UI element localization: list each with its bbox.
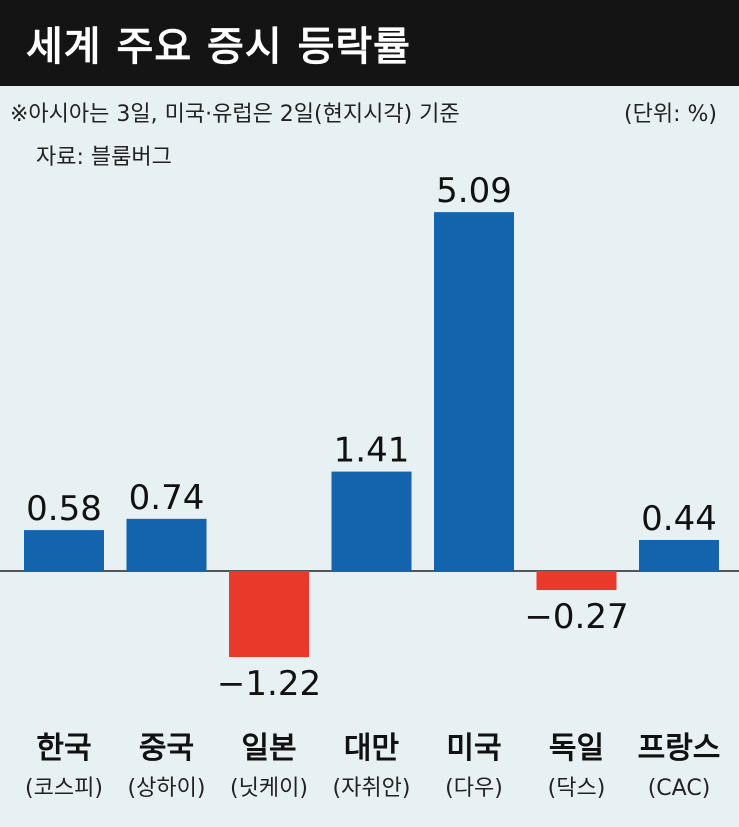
value-label-4: 5.09 (436, 171, 512, 211)
bar-0 (24, 530, 104, 571)
bar-4 (434, 212, 514, 571)
title-bar: 세계 주요 증시 등락률 (0, 0, 739, 86)
value-label-1: 0.74 (129, 478, 205, 518)
category-sublabel-6: (CAC) (648, 776, 711, 801)
value-label-5: −0.27 (524, 597, 628, 637)
category-sublabel-2: (닛케이) (230, 776, 308, 801)
source-label: 자료: 블룸버그 (36, 145, 172, 170)
category-label-4: 미국 (446, 731, 501, 766)
bar-6 (639, 539, 719, 571)
bar-1 (126, 518, 207, 571)
category-label-1: 중국 (139, 731, 194, 766)
category-label-0: 한국 (36, 731, 91, 766)
chart-title: 세계 주요 증시 등락률 (26, 24, 411, 70)
category-sublabel-3: (자취안) (333, 776, 411, 801)
chart-note: ※아시아는 3일, 미국·유럽은 2일(현지시각) 기준 (10, 102, 460, 127)
category-label-5: 독일 (549, 731, 604, 766)
category-label-3: 대만 (344, 731, 400, 766)
value-label-2: −1.22 (217, 664, 321, 704)
category-sublabel-1: (상하이) (128, 776, 206, 801)
category-sublabel-0: (코스피) (25, 776, 103, 801)
category-sublabel-4: (다우) (445, 776, 503, 801)
unit-label: (단위: %) (624, 102, 717, 127)
bar-5 (536, 571, 617, 591)
value-label-0: 0.58 (26, 489, 102, 529)
category-label-2: 일본 (241, 731, 296, 766)
bar-2 (229, 571, 309, 658)
value-label-3: 1.41 (334, 431, 410, 471)
category-label-6: 프랑스 (638, 731, 721, 766)
value-label-6: 0.44 (641, 499, 717, 539)
bar-3 (331, 471, 412, 571)
category-sublabel-5: (닥스) (548, 776, 606, 801)
